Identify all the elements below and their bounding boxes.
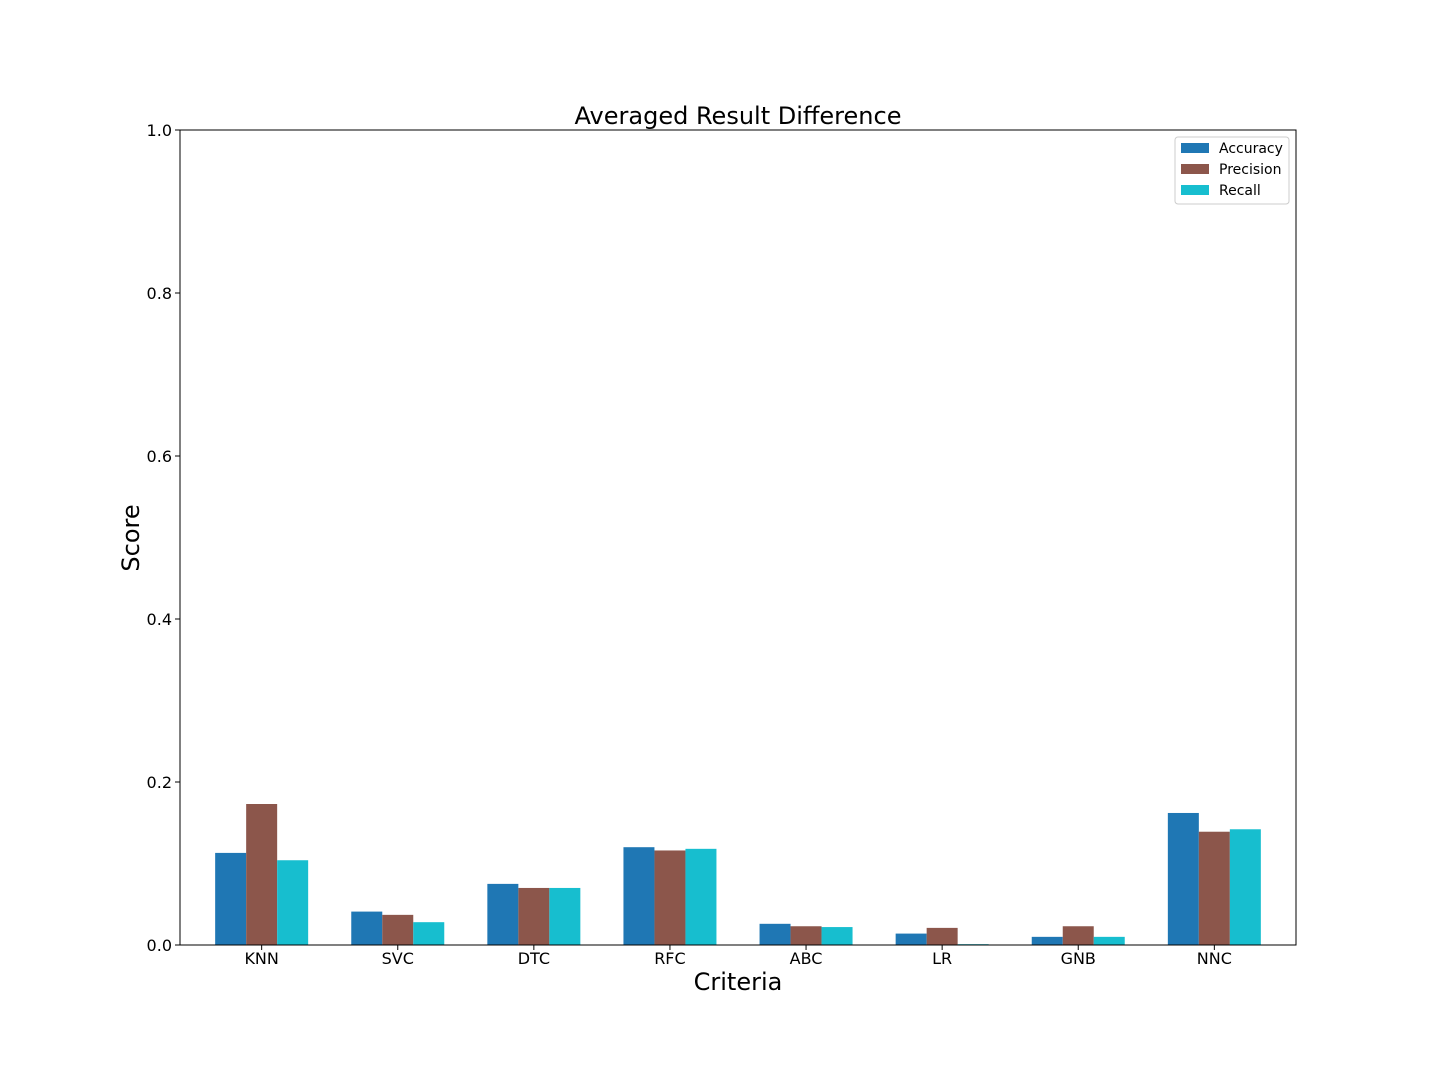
bar-precision-abc [790, 926, 822, 945]
y-tick-label: 0.8 [147, 284, 172, 303]
plot-frame [179, 129, 1297, 946]
bar-accuracy-lr [895, 933, 927, 945]
y-axis: 0.0 0.2 0.4 0.6 0.8 1.0 [147, 121, 180, 955]
bar-accuracy-rfc [623, 847, 655, 945]
y-axis-label: Score [117, 504, 145, 571]
bar-accuracy-abc [759, 923, 791, 945]
bar-recall-svc [413, 922, 445, 945]
x-tick-label-svc: SVC [382, 949, 414, 968]
x-tick-label-nnc: NNC [1197, 949, 1232, 968]
x-tick-label-knn: KNN [244, 949, 278, 968]
bar-precision-lr [926, 927, 958, 945]
y-tick-label: 0.4 [147, 610, 172, 629]
bar-accuracy-nnc [1167, 812, 1199, 945]
bar-precision-rfc [654, 850, 686, 945]
legend: Accuracy Precision Recall [1174, 136, 1290, 205]
x-tick-label-abc: ABC [790, 949, 823, 968]
bar-accuracy-knn [215, 852, 247, 945]
bar-accuracy-gnb [1031, 936, 1063, 945]
y-tick-label: 0.2 [147, 773, 172, 792]
bar-recall-gnb [1093, 936, 1125, 945]
legend-label-recall: Recall [1219, 183, 1261, 199]
y-tick-label: 1.0 [147, 121, 172, 140]
legend-label-accuracy: Accuracy [1219, 141, 1283, 157]
bar-recall-abc [821, 927, 853, 945]
chart-title: Averaged Result Difference [575, 102, 902, 130]
bars-group [215, 804, 1261, 946]
legend-swatch-precision [1181, 164, 1209, 174]
bar-precision-svc [382, 914, 414, 945]
bar-precision-knn [246, 804, 278, 945]
y-tick-label: 0.6 [147, 447, 172, 466]
legend-label-precision: Precision [1219, 162, 1281, 178]
bar-precision-nnc [1198, 831, 1230, 945]
x-axis: KNN SVC DTC RFC ABC LR GNB NNC [244, 945, 1232, 968]
x-tick-label-gnb: GNB [1061, 949, 1096, 968]
bar-recall-knn [277, 860, 309, 945]
bar-recall-nnc [1229, 829, 1261, 945]
legend-swatch-recall [1181, 185, 1209, 195]
bar-recall-rfc [685, 848, 717, 945]
bar-precision-gnb [1062, 926, 1094, 945]
x-tick-label-lr: LR [932, 949, 952, 968]
bar-accuracy-svc [351, 911, 383, 945]
x-tick-label-rfc: RFC [654, 949, 686, 968]
bar-recall-dtc [549, 887, 581, 945]
bar-accuracy-dtc [487, 883, 519, 946]
legend-swatch-accuracy [1181, 143, 1209, 153]
bar-precision-dtc [518, 887, 550, 945]
y-tick-label: 0.0 [147, 936, 172, 955]
x-axis-label: Criteria [694, 968, 783, 996]
x-tick-label-dtc: DTC [518, 949, 550, 968]
